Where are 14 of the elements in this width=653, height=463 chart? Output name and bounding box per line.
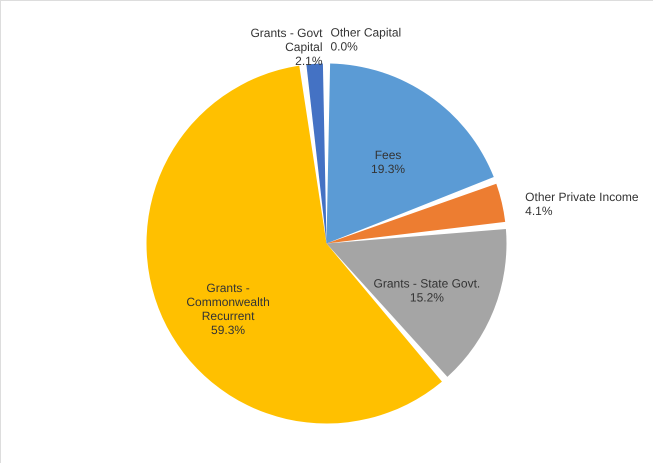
slice-label: Fees — [374, 148, 402, 162]
data-label: 4.1% — [525, 204, 553, 218]
category-label: Other Capital — [330, 26, 402, 40]
slice-label: Other Private Income — [525, 190, 639, 204]
text: 0.0% — [330, 40, 358, 54]
slice-label: Grants - State Govt. — [374, 276, 480, 290]
slice-label: Grants - Commonwealth Recurrent — [186, 280, 270, 323]
data-label: 2.1% — [295, 54, 323, 68]
slice-label: Grants - Govt Capital — [250, 26, 324, 54]
data-label: 15.2% — [410, 290, 444, 304]
data-label: 59.3% — [211, 322, 246, 337]
pie-slice — [326, 184, 506, 244]
data-label: 19.3% — [371, 162, 406, 176]
pie-slice — [326, 64, 494, 244]
